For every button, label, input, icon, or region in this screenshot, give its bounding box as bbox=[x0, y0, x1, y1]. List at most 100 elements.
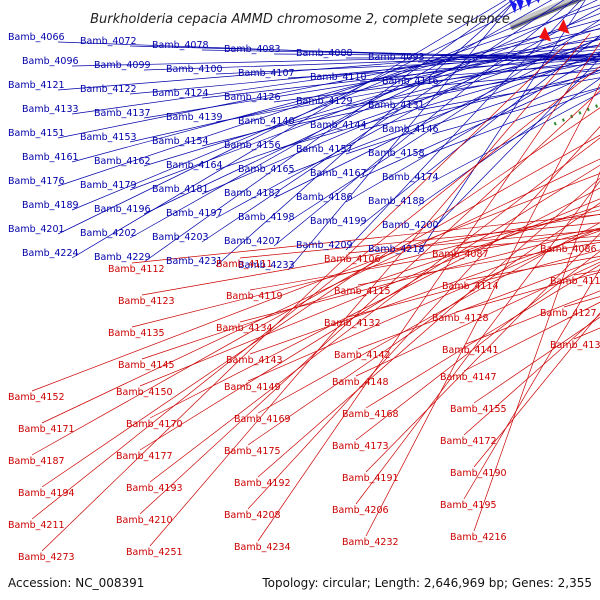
forward-leader-line bbox=[287, 0, 516, 271]
forward-gene-label: Bamb_4107 bbox=[238, 68, 295, 79]
forward-leader-line bbox=[57, 4, 600, 187]
forward-leader-line bbox=[129, 49, 600, 95]
reverse-gene-label: Bamb_4152 bbox=[8, 392, 65, 403]
forward-leader-line bbox=[57, 28, 600, 139]
forward-gene-label: Bamb_4156 bbox=[224, 140, 281, 151]
reverse-gene-label: Bamb_4177 bbox=[116, 451, 173, 462]
forward-gene-label: Bamb_4124 bbox=[152, 88, 209, 99]
forward-gene-label: Bamb_4231 bbox=[166, 256, 223, 267]
forward-leader-line bbox=[359, 69, 600, 179]
forward-gene-label: Bamb_4121 bbox=[8, 80, 65, 91]
reverse-leader-line bbox=[347, 249, 600, 318]
reverse-leader-line bbox=[357, 258, 600, 350]
gene-labels: Bamb_4066 Bamb_4072 Bamb_4078 Bamb_4083 Bamb… bbox=[8, 32, 600, 563]
accession-text: Accession: NC_008391 bbox=[8, 576, 144, 590]
forward-gene-label: Bamb_4100 bbox=[166, 64, 223, 75]
reverse-leader-line bbox=[463, 268, 600, 500]
reverse-leader-line bbox=[31, 173, 600, 392]
forward-gene-label: Bamb_4133 bbox=[22, 104, 79, 115]
reverse-gene-label: Bamb_4148 bbox=[332, 377, 389, 388]
forward-leader-line bbox=[287, 60, 600, 127]
forward-leader-line bbox=[143, 44, 600, 119]
forward-leader-line bbox=[71, 54, 600, 67]
reverse-gene-label: Bamb_4211 bbox=[8, 520, 65, 531]
forward-gene-label: Bamb_4151 bbox=[8, 128, 65, 139]
reverse-gene-label: Bamb_4187 bbox=[8, 456, 65, 467]
reverse-gene-label: Bamb_4234 bbox=[234, 542, 291, 553]
reverse-gene-label: Bamb_4145 bbox=[118, 360, 175, 371]
reverse-gene-label: Bamb_4232 bbox=[342, 537, 399, 548]
reverse-gene-label: Bamb_4194 bbox=[18, 488, 75, 499]
reverse-leader-line bbox=[355, 180, 600, 505]
reverse-leader-line bbox=[365, 83, 600, 537]
forward-gene-label: Bamb_4164 bbox=[166, 160, 223, 171]
forward-leader-line bbox=[201, 23, 600, 195]
forward-gene-label: Bamb_4202 bbox=[80, 228, 137, 239]
forward-leader-line bbox=[359, 35, 600, 227]
forward-leader-line bbox=[57, 0, 538, 235]
reverse-leader-line bbox=[31, 134, 600, 456]
forward-leader-line bbox=[143, 54, 600, 71]
forward-gene-label: Bamb_4218 bbox=[368, 244, 425, 255]
reverse-leader-line bbox=[463, 313, 600, 436]
forward-gene-label: Bamb_4167 bbox=[310, 168, 367, 179]
reverse-gene-label: Bamb_4170 bbox=[126, 419, 183, 430]
forward-gene-label: Bamb_4157 bbox=[296, 144, 353, 155]
forward-gene-label: Bamb_4110 bbox=[310, 72, 367, 83]
forward-gene-1 bbox=[516, 0, 524, 11]
forward-leader-line bbox=[287, 58, 600, 79]
forward-gene-3 bbox=[536, 0, 540, 4]
reverse-gene-label: Bamb_4192 bbox=[234, 478, 291, 489]
forward-leader-line bbox=[345, 69, 600, 155]
reverse-gene-label: Bamb_4115 bbox=[334, 286, 391, 297]
forward-gene-label: Bamb_4096 bbox=[22, 56, 79, 67]
gene-features bbox=[509, 0, 570, 42]
forward-leader-line bbox=[201, 0, 565, 243]
forward-leader-line bbox=[215, 0, 517, 267]
reverse-leader-line bbox=[41, 107, 600, 488]
forward-gene-label: Bamb_4176 bbox=[8, 176, 65, 187]
forward-leader-line bbox=[273, 53, 600, 57]
forward-gene-label: Bamb_4137 bbox=[94, 108, 151, 119]
forward-gene-label: Bamb_4197 bbox=[166, 208, 223, 219]
reverse-leader-line bbox=[563, 240, 600, 244]
forward-gene-label: Bamb_4083 bbox=[224, 44, 281, 55]
reverse-leader-line bbox=[463, 301, 600, 372]
reverse-gene-1 bbox=[557, 19, 570, 34]
reverse-gene-label: Bamb_4132 bbox=[324, 318, 381, 329]
forward-gene-label: Bamb_4122 bbox=[80, 84, 137, 95]
reverse-leader-line bbox=[473, 170, 600, 532]
forward-gene-label: Bamb_4207 bbox=[224, 236, 281, 247]
forward-gene-2 bbox=[525, 0, 532, 8]
forward-gene-label: Bamb_4162 bbox=[94, 156, 151, 167]
forward-leader-line bbox=[359, 63, 600, 83]
reverse-gene-label: Bamb_4112 bbox=[108, 264, 165, 275]
reverse-gene-label: Bamb_4141 bbox=[442, 345, 499, 356]
reverse-leader-line bbox=[247, 227, 600, 382]
forward-leader-line bbox=[273, 37, 600, 199]
leader-lines bbox=[31, 0, 600, 552]
forward-gene-label: Bamb_4203 bbox=[152, 232, 209, 243]
reverse-leader-line bbox=[357, 241, 600, 286]
forward-leader-line bbox=[71, 39, 600, 115]
forward-leader-line bbox=[143, 28, 600, 167]
reverse-gene-label: Bamb_4171 bbox=[18, 424, 75, 435]
forward-gene-label: Bamb_4126 bbox=[224, 92, 281, 103]
forward-leader-line bbox=[57, 46, 600, 91]
reverse-leader-line bbox=[473, 312, 600, 468]
reverse-leader-line bbox=[355, 250, 600, 441]
forward-leader-line bbox=[143, 0, 598, 215]
forward-leader-line bbox=[215, 7, 600, 219]
forward-gene-label: Bamb_4161 bbox=[22, 152, 79, 163]
reverse-gene-label: Bamb_4251 bbox=[126, 547, 183, 558]
reverse-gene-label: Bamb_4135 bbox=[108, 328, 165, 339]
forward-leader-line bbox=[215, 38, 600, 171]
forward-gene-label: Bamb_4229 bbox=[94, 252, 151, 263]
forward-leader-line bbox=[431, 87, 600, 135]
reverse-gene-label: Bamb_4119 bbox=[226, 291, 283, 302]
reverse-gene-label: Bamb_4147 bbox=[440, 372, 497, 383]
forward-leader-line bbox=[143, 0, 513, 263]
forward-leader-line bbox=[71, 19, 600, 163]
